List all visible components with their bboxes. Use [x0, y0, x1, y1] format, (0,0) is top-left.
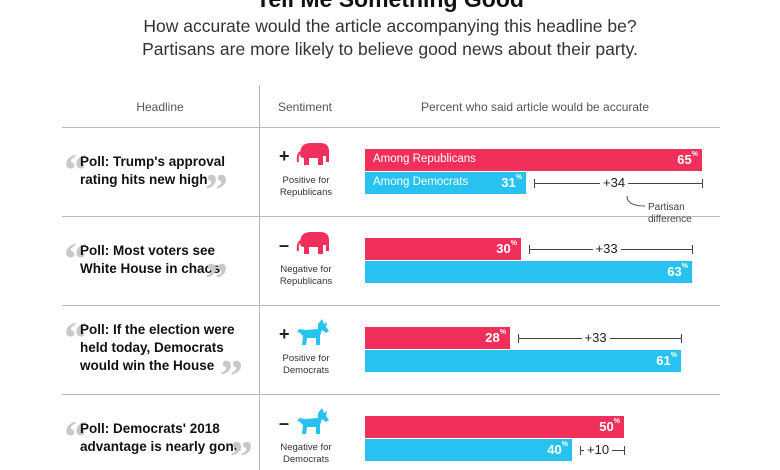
republican-value-label: 65%: [677, 151, 698, 167]
row-divider: [62, 216, 720, 217]
republican-bar: 28%: [365, 327, 510, 349]
sentiment-sign: –: [279, 413, 290, 433]
partisan-difference-tick: [580, 446, 581, 455]
partisan-difference-tick: [681, 334, 682, 343]
quote-open-mark: “: [64, 233, 87, 284]
partisan-difference-tick: [518, 334, 519, 343]
democrat-value-label: 63%: [667, 263, 688, 279]
legend-republicans: Among Republicans: [373, 153, 476, 165]
quote-open-mark: “: [64, 312, 87, 363]
quote-close-mark: ”: [230, 431, 253, 470]
partisan-difference-tick: [534, 179, 535, 188]
elephant-icon: [296, 140, 332, 173]
republican-bar: Among Republicans 65%: [365, 149, 702, 171]
sentiment-line: Negative for: [280, 442, 332, 453]
row-headline: Poll: If the election were held today, De…: [80, 321, 250, 375]
partisan-difference-label: +33: [581, 330, 610, 345]
republican-value-label: 30%: [496, 240, 517, 256]
partisan-difference-label: +34: [600, 175, 629, 190]
partisan-difference-tick: [692, 245, 693, 254]
row-headline: Poll: Most voters see White House in chao…: [80, 242, 250, 278]
democrat-bar: 40%: [365, 439, 572, 461]
sentiment-label: Positive for Democrats: [266, 353, 346, 377]
partisan-note-line-1: Partisan: [648, 202, 685, 213]
donkey-icon: [296, 407, 330, 442]
headline-line: advantage is nearly gone: [80, 439, 242, 454]
column-header-sentiment: Sentiment: [277, 100, 333, 114]
republican-value-label: 50%: [599, 418, 620, 434]
donkey-icon: [296, 318, 330, 353]
democrat-bar: 61%: [365, 350, 681, 372]
sentiment-sign: +: [279, 146, 290, 166]
sentiment-sign: +: [279, 324, 290, 344]
partisan-difference-label: +33: [592, 241, 621, 256]
sentiment-label: Negative for Democrats: [266, 442, 346, 466]
chart-title: Tell Me Something Good: [0, 0, 780, 13]
democrat-bar: 63%: [365, 261, 692, 283]
row-divider: [62, 305, 720, 306]
partisan-difference-label: +10: [584, 442, 613, 457]
headline-line: Poll: Most voters see: [80, 243, 216, 258]
democrat-value-label: 61%: [656, 352, 677, 368]
column-header-percent: Percent who said article would be accura…: [420, 100, 650, 114]
sentiment-line: Negative for: [280, 264, 332, 275]
elephant-icon: [296, 229, 332, 262]
row-headline: Poll: Democrats' 2018 advantage is nearly…: [80, 420, 250, 456]
chart-subtitle-line-1: How accurate would the article accompany…: [143, 16, 637, 36]
democrat-bar: Among Democrats 31%: [365, 172, 526, 194]
republican-bar: 50%: [365, 416, 624, 438]
row-divider: [62, 394, 720, 395]
quote-open-mark: “: [64, 411, 87, 462]
headline-line: Poll: Trump's approval: [80, 154, 225, 169]
sentiment-sign: –: [279, 235, 290, 255]
partisan-note-line-2: difference: [648, 214, 692, 225]
sentiment-line: Democrats: [283, 454, 329, 465]
sentiment-label: Positive for Republicans: [266, 175, 346, 199]
headline-line: Poll: If the election were: [80, 322, 235, 337]
partisan-difference-tick: [529, 245, 530, 254]
legend-democrats: Among Democrats: [373, 176, 469, 188]
partisan-note-connector: [626, 196, 646, 207]
quote-open-mark: “: [64, 144, 87, 195]
headline-line: Poll: Democrats' 2018: [80, 421, 220, 436]
sentiment-line: Republicans: [279, 187, 333, 198]
democrat-value-label: 31%: [501, 174, 522, 190]
quote-close-mark: ”: [220, 350, 243, 401]
headline-line: held today, Democrats: [80, 340, 224, 355]
sentiment-line: Republicans: [279, 276, 333, 287]
headline-line: rating hits new high: [80, 172, 208, 187]
sentiment-line: Positive for: [282, 353, 330, 364]
headline-line: White House in chaos: [80, 261, 221, 276]
column-header-headline: Headline: [136, 100, 184, 114]
partisan-difference-note: Partisan difference: [648, 202, 692, 226]
sentiment-line: Democrats: [283, 365, 329, 376]
democrat-value-label: 40%: [547, 441, 568, 457]
sentiment-label: Negative for Republicans: [266, 264, 346, 288]
chart-subtitle-line-2: Partisans are more likely to believe goo…: [142, 39, 638, 59]
quote-close-mark: ”: [205, 164, 228, 215]
headline-line: would win the House: [80, 358, 215, 373]
column-divider: [259, 85, 260, 470]
partisan-difference-tick: [624, 446, 625, 455]
partisan-difference-tick: [702, 179, 703, 188]
header-divider: [62, 127, 720, 128]
quote-close-mark: ”: [205, 253, 228, 304]
republican-value-label: 28%: [485, 329, 506, 345]
republican-bar: 30%: [365, 238, 521, 260]
sentiment-line: Positive for: [282, 175, 330, 186]
row-headline: Poll: Trump's approval rating hits new hi…: [80, 153, 250, 189]
